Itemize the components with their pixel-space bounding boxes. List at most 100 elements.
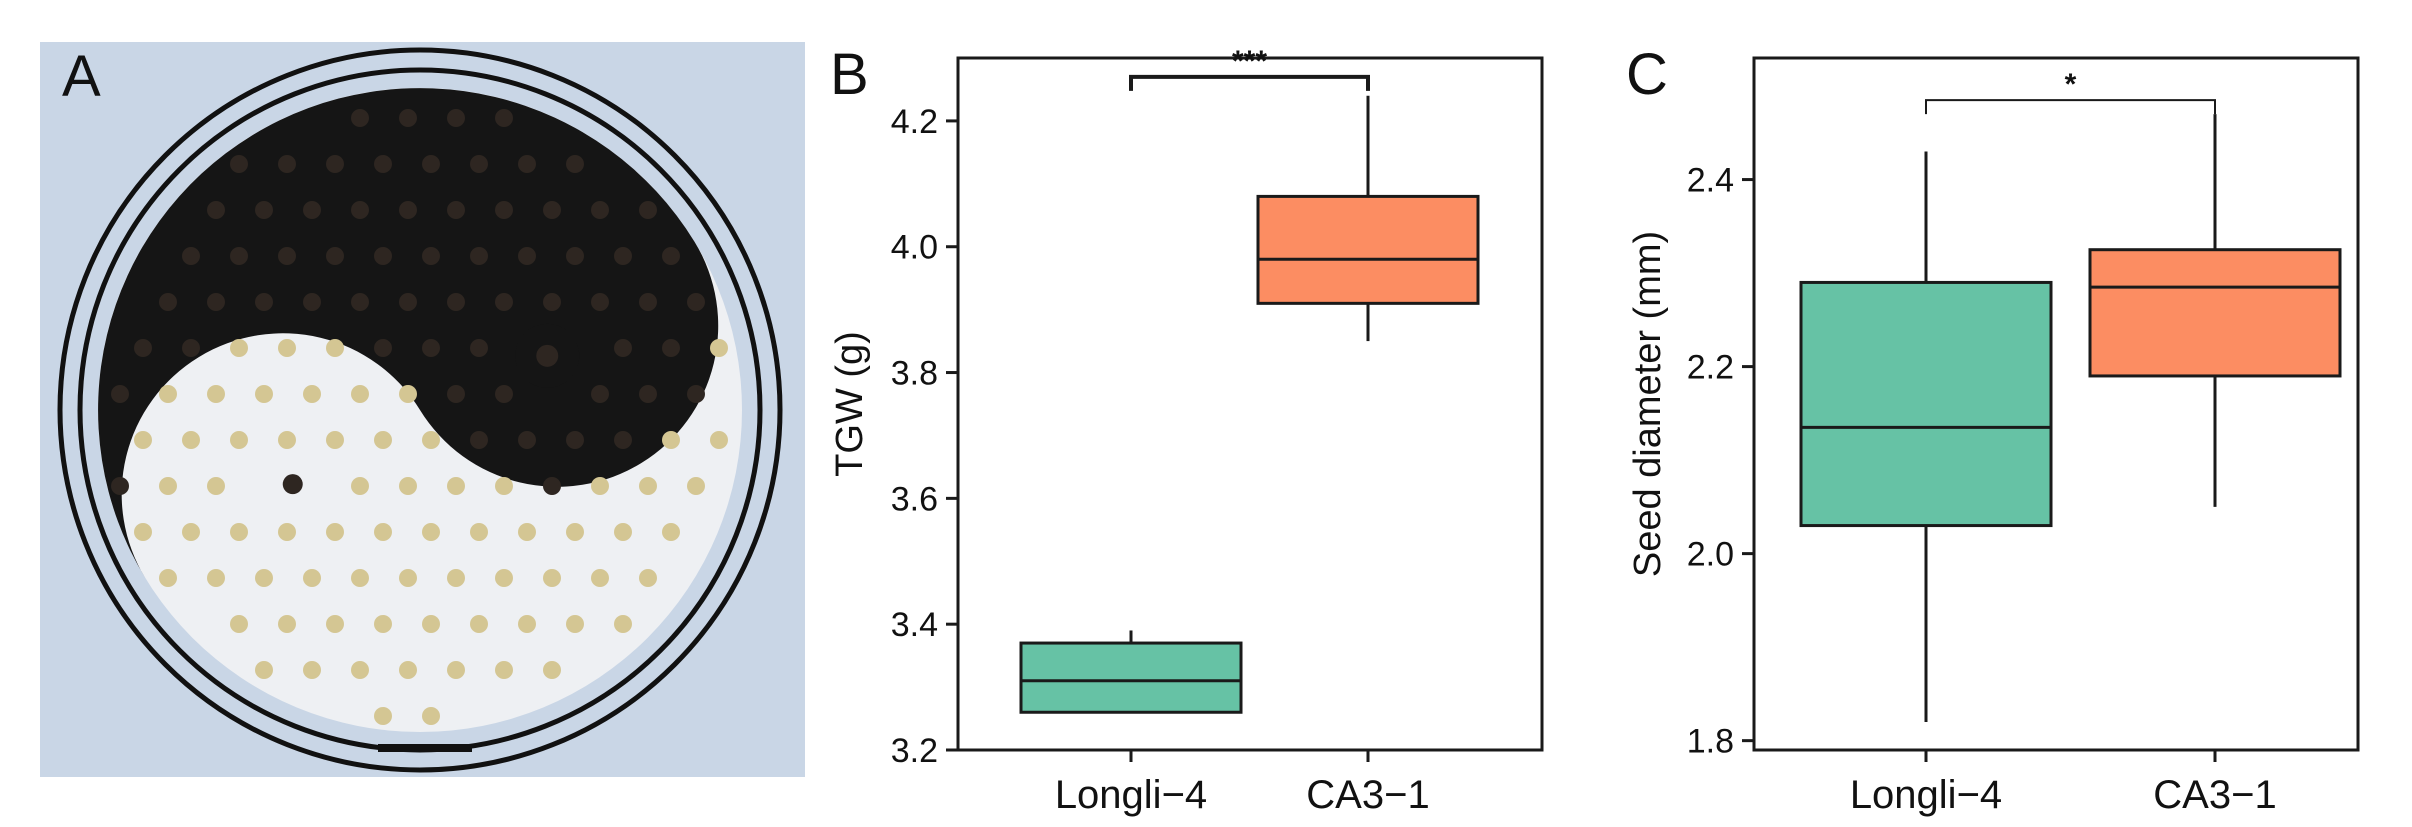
seed	[399, 477, 417, 495]
seed	[278, 339, 296, 357]
seed	[495, 661, 513, 679]
y-tick-label: 1.8	[1687, 723, 1734, 761]
seed	[422, 707, 440, 725]
seed	[614, 247, 632, 265]
seed	[495, 569, 513, 587]
seed	[255, 661, 273, 679]
seed	[614, 431, 632, 449]
panel-b: B 3.2 3.4 3.6 3.8 4.0 4.2 TGW (g) Longli−4 CA3−1…	[829, 42, 1544, 817]
seed	[591, 293, 609, 311]
significance-label: *	[2065, 68, 2077, 101]
seed	[326, 615, 344, 633]
seed	[495, 477, 513, 495]
seed	[591, 569, 609, 587]
seed	[255, 201, 273, 219]
seed	[591, 201, 609, 219]
yin-yang-photo	[57, 47, 783, 773]
seed	[351, 661, 369, 679]
seed	[566, 615, 584, 633]
significance-bracket	[1129, 74, 1370, 91]
seed	[470, 247, 488, 265]
seed	[351, 201, 369, 219]
seed	[351, 385, 369, 403]
y-tick-label: 3.8	[891, 355, 938, 393]
seed	[518, 431, 536, 449]
significance-label: ***	[1232, 45, 1267, 78]
seed	[159, 569, 177, 587]
box-iqr	[1799, 280, 2053, 528]
yin-half	[98, 88, 719, 579]
seed	[278, 155, 296, 173]
x-tick-label: CA3−1	[2153, 773, 2276, 817]
seed	[159, 477, 177, 495]
seed	[278, 615, 296, 633]
seed	[710, 339, 728, 357]
seed	[614, 339, 632, 357]
seed	[303, 569, 321, 587]
seed	[399, 569, 417, 587]
seed	[566, 247, 584, 265]
seed	[230, 339, 248, 357]
seed	[255, 569, 273, 587]
seed	[326, 431, 344, 449]
seed	[399, 201, 417, 219]
seed	[518, 615, 536, 633]
seed	[374, 247, 392, 265]
panel-c: C 1.8 2.0 2.2 2.4 Seed diameter (mm) Longli−4…	[1626, 42, 2360, 817]
seed	[687, 477, 705, 495]
seed	[566, 155, 584, 173]
seed	[447, 569, 465, 587]
panel-label-c: C	[1626, 42, 1668, 107]
seed	[470, 155, 488, 173]
seed	[207, 569, 225, 587]
seed	[518, 155, 536, 173]
seed	[639, 293, 657, 311]
significance-bracket	[1925, 99, 2216, 115]
seed	[351, 569, 369, 587]
seed	[182, 523, 200, 541]
y-tick-label: 3.4	[891, 606, 938, 644]
tgw-boxplot: 3.2 3.4 3.6 3.8 4.0 4.2 TGW (g) Longli−4 CA3−1 **…	[829, 45, 1544, 817]
seed	[495, 293, 513, 311]
seed	[182, 431, 200, 449]
box-iqr	[1019, 641, 1243, 714]
panel-label-a: A	[62, 44, 101, 109]
seed	[374, 431, 392, 449]
seed	[351, 477, 369, 495]
y-tick-label: 4.2	[891, 103, 938, 141]
seed	[447, 293, 465, 311]
seed	[518, 523, 536, 541]
seed	[536, 344, 559, 367]
seed	[710, 431, 728, 449]
seed	[422, 339, 440, 357]
seed	[111, 385, 129, 403]
seed	[374, 615, 392, 633]
seed	[662, 339, 680, 357]
seed	[230, 615, 248, 633]
seed	[495, 201, 513, 219]
seed	[303, 293, 321, 311]
seed	[543, 477, 561, 495]
seed	[495, 109, 513, 127]
seed	[326, 523, 344, 541]
seed	[447, 385, 465, 403]
seed	[399, 109, 417, 127]
seed	[278, 431, 296, 449]
seed	[230, 523, 248, 541]
box-ca3-1	[1256, 95, 1480, 342]
y-axis-label: Seed diameter (mm)	[1627, 231, 1669, 577]
seed	[303, 661, 321, 679]
y-axis-label: TGW (g)	[829, 331, 871, 477]
seed	[182, 339, 200, 357]
seed	[207, 385, 225, 403]
seed	[543, 569, 561, 587]
seed	[326, 155, 344, 173]
seed	[159, 293, 177, 311]
seed	[639, 201, 657, 219]
seed	[278, 247, 296, 265]
seed	[303, 201, 321, 219]
seed-diameter-boxplot: 1.8 2.0 2.2 2.4 Seed diameter (mm) Longli−4 CA…	[1627, 56, 2360, 817]
box-longli-4	[1799, 151, 2053, 722]
seed	[566, 523, 584, 541]
